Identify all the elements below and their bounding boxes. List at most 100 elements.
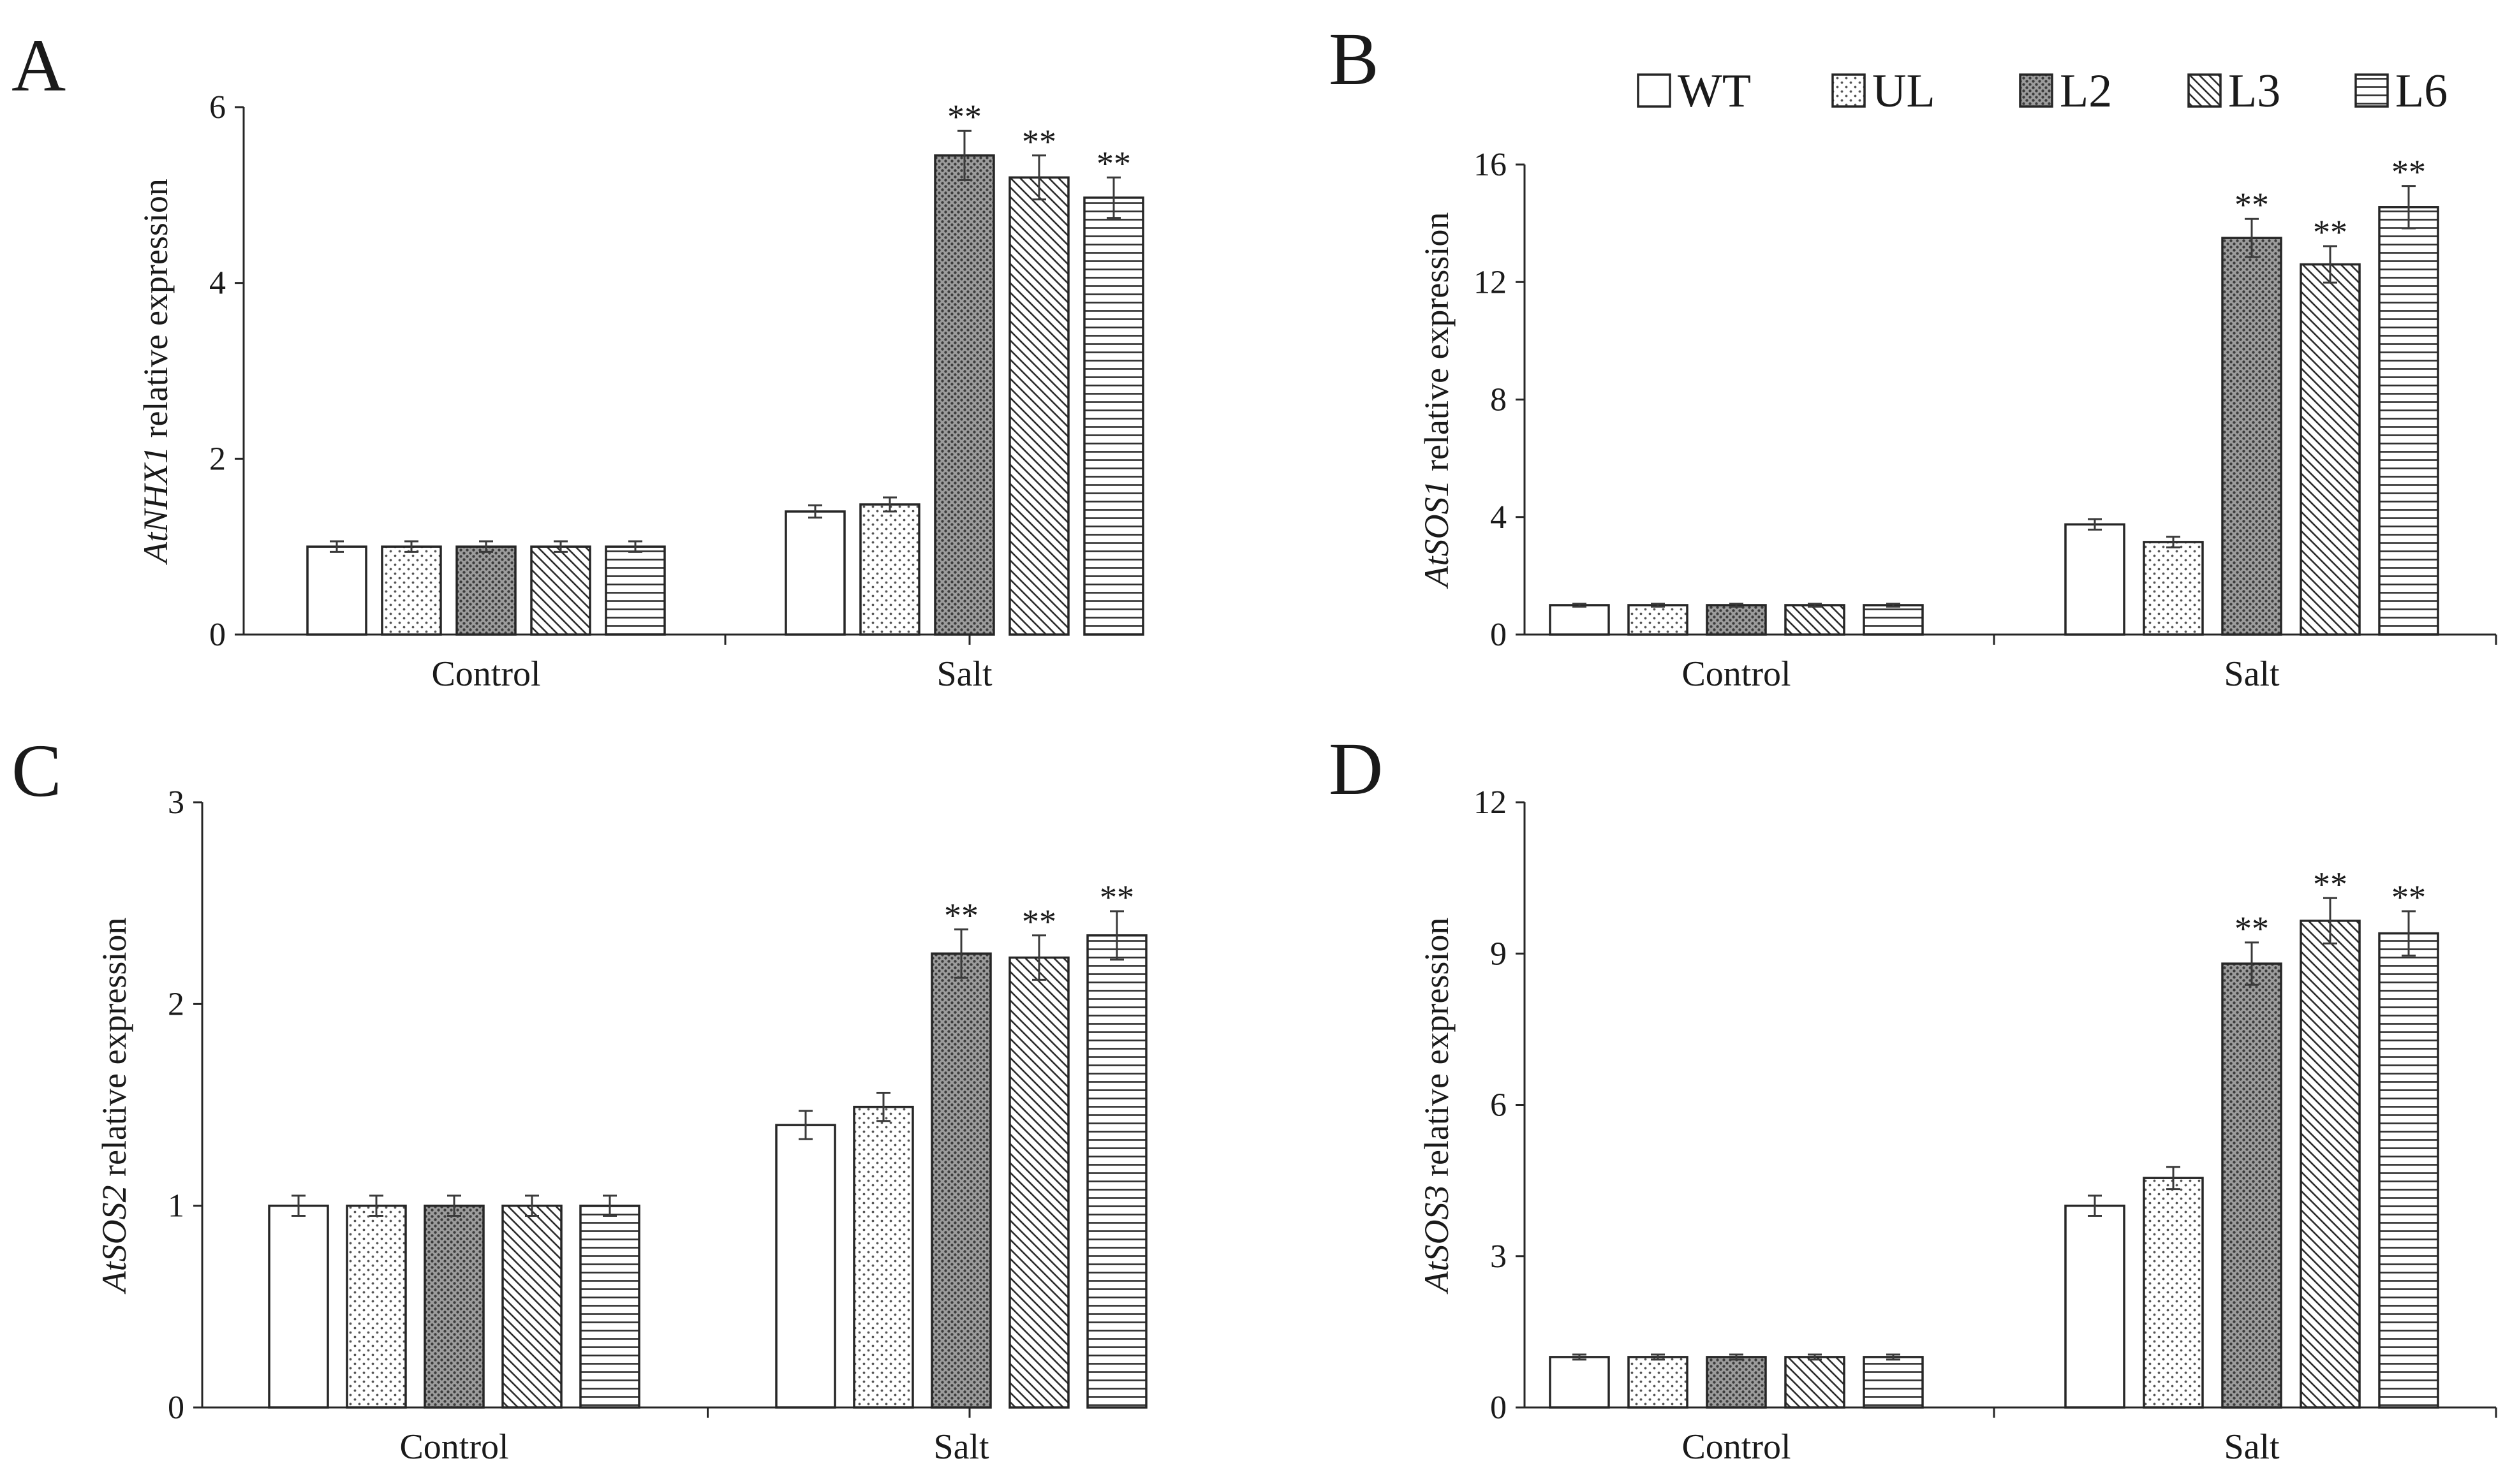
error-bar-a-salt-l6 [1107, 176, 1121, 219]
error-bar-a-control-wt [330, 540, 344, 553]
y-axis-label-c: AtSOS2 relative expression [95, 918, 133, 1295]
bar-b-control-wt [1549, 604, 1610, 636]
panel-c: C 0 1 2 3 Control Salt AtSOS2 relative express… [11, 729, 1148, 1467]
y-tick-label-d: 6 [1490, 1087, 1507, 1124]
error-bar-d-control-l6 [1886, 1353, 1900, 1361]
panel-b-plot: 0 4 8 12 16 Control Salt AtSOS1 relative expres… [1417, 147, 2497, 694]
error-bar-c-salt-l2 [954, 928, 968, 979]
error-bar-c-salt-l3 [1032, 934, 1046, 981]
y-axis-label-gene-a: AtNHX1 [137, 446, 175, 565]
error-bar-d-control-l2 [1729, 1353, 1743, 1361]
bar-a-control-ul [381, 545, 442, 636]
error-bar-a-salt-l3 [1032, 154, 1046, 201]
y-tick-label-c: 0 [168, 1390, 184, 1426]
error-bar-a-control-l6 [628, 540, 642, 553]
error-bar-a-control-l2 [479, 540, 493, 553]
bar-d-control-ul [1627, 1356, 1688, 1409]
significance-a-salt-l6: ** [1097, 144, 1131, 182]
panel-b: B 0 4 8 12 16 Control Salt AtSOS1 relative expr… [1329, 17, 2497, 694]
bar-c-control-wt [268, 1204, 329, 1409]
error-bar-d-control-l3 [1808, 1353, 1822, 1361]
bar-c-control-l6 [579, 1204, 640, 1409]
bar-c-salt-l2 [931, 952, 992, 1409]
significance-d-salt-l2: ** [2235, 909, 2269, 948]
bar-c-salt-l6 [1086, 934, 1148, 1409]
bar-b-control-l2 [1706, 604, 1767, 636]
significance-b-salt-l6: ** [2391, 153, 2426, 191]
bar-d-control-l2 [1706, 1356, 1767, 1409]
error-bar-b-control-l6 [1886, 603, 1900, 608]
error-bar-c-salt-wt [799, 1110, 813, 1140]
y-tick-label-a: 6 [209, 89, 226, 126]
significance-c-salt-l3: ** [1022, 902, 1056, 941]
legend-swatch-l3 [2187, 73, 2222, 108]
significance-d-salt-l3: ** [2313, 865, 2347, 903]
bar-c-salt-wt [775, 1124, 836, 1409]
significance-b-salt-l3: ** [2313, 213, 2347, 251]
error-bar-c-control-l2 [447, 1194, 461, 1217]
bar-a-salt-ul [859, 503, 920, 636]
significance-a-salt-l2: ** [947, 98, 982, 136]
y-axis-label-gene-b: AtSOS1 [1417, 480, 1456, 589]
y-tick-label-c: 1 [168, 1188, 184, 1224]
bar-d-control-l6 [1863, 1356, 1924, 1409]
error-bar-a-control-ul [404, 540, 418, 553]
bar-b-salt-l3 [2300, 263, 2361, 636]
y-tick-label-b: 4 [1490, 499, 1507, 536]
significance-b-salt-l2: ** [2235, 186, 2269, 224]
bar-d-salt-l2 [2221, 962, 2282, 1409]
y-tick-label-a: 2 [209, 441, 226, 477]
bar-c-control-ul [346, 1204, 407, 1409]
panel-d-plot: 0 3 6 9 12 Control Salt AtSOS3 relative express… [1417, 784, 2497, 1467]
error-bar-c-control-l3 [525, 1194, 539, 1217]
bar-d-salt-ul [2143, 1177, 2204, 1409]
legend-label-l2: L2 [2060, 65, 2112, 117]
bar-a-control-wt [306, 545, 367, 636]
error-bar-c-salt-ul [876, 1092, 890, 1122]
y-axis-label-text-b: relative expression [1417, 212, 1456, 480]
legend-label-l3: L3 [2228, 65, 2280, 117]
panel-a: A 0 2 4 6 Control Salt AtNHX1 relative express… [11, 24, 1144, 694]
y-axis-label-gene-d: AtSOS3 [1417, 1185, 1456, 1294]
error-bar-b-salt-ul [2166, 536, 2180, 548]
error-bar-d-control-ul [1651, 1353, 1665, 1361]
error-bar-b-salt-wt [2088, 518, 2102, 531]
bar-c-salt-ul [853, 1105, 914, 1409]
bar-b-salt-l2 [2221, 237, 2282, 636]
error-bar-b-control-l2 [1729, 603, 1743, 608]
y-axis-label-d: AtSOS3 relative expression [1417, 918, 1456, 1295]
error-bar-c-control-wt [292, 1194, 306, 1217]
error-bar-b-control-l3 [1808, 603, 1822, 608]
legend-label-l6: L6 [2395, 65, 2448, 117]
y-tick-label-d: 3 [1490, 1238, 1507, 1275]
bar-a-salt-l6 [1083, 196, 1144, 636]
y-axis-label-gene-c: AtSOS2 [95, 1185, 133, 1294]
y-axis-label-text-a: relative expression [137, 179, 175, 446]
legend: WT UL L2 L3 L6 [1637, 65, 2448, 117]
legend-item-l2: L2 [2019, 65, 2112, 117]
legend-swatch-l2 [2019, 73, 2053, 108]
panel-letter-c: C [11, 729, 62, 812]
bar-b-control-l3 [1784, 604, 1845, 636]
error-bar-a-salt-wt [808, 504, 822, 519]
panel-letter-b: B [1329, 17, 1379, 101]
category-label-control-a: Control [431, 654, 540, 694]
error-bar-b-salt-l3 [2323, 245, 2337, 284]
y-axis-label-b: AtSOS1 relative expression [1417, 212, 1456, 589]
y-tick-label-d: 0 [1490, 1390, 1507, 1426]
panel-letter-d: D [1329, 727, 1383, 811]
legend-label-wt: WT [1678, 65, 1751, 117]
legend-swatch-wt [1637, 73, 1671, 108]
bar-b-salt-ul [2143, 541, 2204, 636]
panel-a-plot: 0 2 4 6 Control Salt AtNHX1 relative expressio… [137, 89, 1144, 694]
legend-item-l3: L3 [2187, 65, 2280, 117]
error-bar-a-control-l3 [554, 540, 568, 553]
panel-letter-a: A [11, 24, 66, 107]
bar-c-control-l2 [424, 1204, 485, 1409]
error-bar-a-salt-ul [883, 496, 897, 513]
error-bar-c-salt-l6 [1110, 910, 1124, 961]
y-axis-label-text-c: relative expression [95, 918, 133, 1186]
bar-d-control-wt [1549, 1356, 1610, 1409]
bar-b-salt-wt [2064, 523, 2125, 636]
